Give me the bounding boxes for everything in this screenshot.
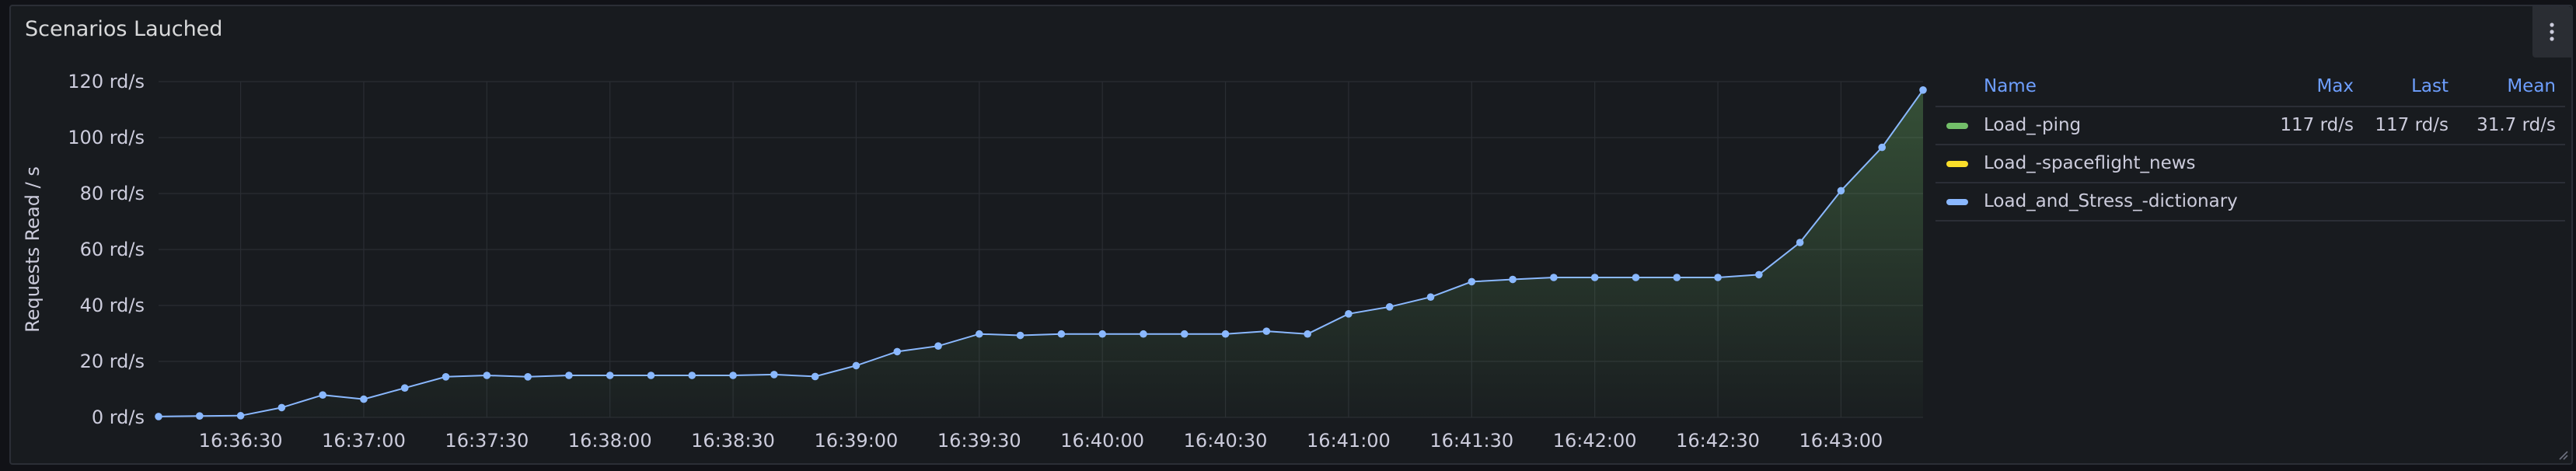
series-area-fill [159, 89, 1923, 418]
data-point [976, 330, 983, 338]
data-point [400, 384, 409, 392]
data-point [893, 347, 902, 356]
data-point [1796, 239, 1804, 246]
x-tick-label: 16:37:00 [322, 430, 406, 452]
chart-panel: Scenarios Lauched 0 rd/s 20 rd/s 40 rd/s 60… [9, 5, 2573, 465]
data-point [1755, 270, 1763, 279]
x-tick-label: 16:40:00 [1060, 430, 1144, 452]
y-tick-label: 100 rd/s [68, 127, 145, 148]
data-point [1837, 187, 1845, 195]
legend-series-name[interactable]: Load_and_Stress_-dictionary [1984, 191, 2238, 211]
legend-header-last[interactable]: Last [2411, 76, 2449, 96]
data-point [565, 372, 573, 379]
data-point [277, 403, 286, 412]
data-point [1632, 274, 1640, 281]
legend-row-load-ping[interactable]: Load_-ping 117 rd/s 117 rd/s 31.7 rd/s [1935, 107, 2565, 145]
legend-series-name[interactable]: Load_-spaceflight_news [1984, 153, 2196, 173]
legend-swatch [1946, 199, 1968, 205]
data-point [319, 391, 326, 399]
data-point [1140, 330, 1147, 338]
y-tick-label: 60 rd/s [80, 239, 145, 260]
data-point [606, 372, 614, 379]
x-tick-label: 16:41:00 [1307, 430, 1391, 452]
y-tick-label: 20 rd/s [80, 351, 145, 372]
data-point [1426, 293, 1435, 302]
legend-mean-value: 31.7 rd/s [2477, 115, 2556, 135]
data-point [852, 361, 860, 370]
data-point [934, 342, 942, 351]
data-point [770, 371, 778, 379]
data-point [1098, 330, 1106, 338]
data-point [442, 373, 450, 381]
data-point [1221, 330, 1230, 338]
y-tick-label: 0 rd/s [92, 406, 145, 428]
data-point [195, 412, 204, 420]
data-point [1468, 277, 1476, 286]
data-point [1385, 303, 1394, 311]
data-point [1714, 274, 1722, 281]
y-tick-label: 80 rd/s [80, 183, 145, 204]
legend-max-value: 117 rd/s [2280, 115, 2354, 135]
x-tick-label: 16:39:00 [815, 430, 899, 452]
resize-handle-icon[interactable] [2557, 449, 2568, 460]
panel-title: Scenarios Lauched [25, 17, 223, 41]
data-point [647, 372, 655, 379]
legend-header-name[interactable]: Name [1984, 76, 2037, 96]
data-point [1016, 331, 1024, 340]
x-tick-label: 16:38:30 [691, 430, 775, 452]
legend-row-load-spaceflight-news[interactable]: Load_-spaceflight_news [1935, 145, 2565, 183]
y-tick-label: 40 rd/s [80, 295, 145, 316]
legend-swatch [1946, 161, 1968, 167]
x-tick-label: 16:39:30 [937, 430, 1021, 452]
x-tick-label: 16:43:00 [1799, 430, 1883, 452]
data-point [1919, 86, 1927, 94]
kebab-menu-icon [2550, 23, 2554, 41]
x-tick-label: 16:36:30 [199, 430, 283, 452]
data-point [1550, 274, 1558, 281]
legend-swatch [1946, 123, 1968, 129]
legend-header: Name Max Last Mean [1935, 72, 2565, 107]
data-point [1304, 330, 1311, 338]
data-point [1057, 330, 1066, 338]
data-point [524, 373, 532, 381]
data-point [360, 395, 368, 403]
data-point [155, 413, 162, 420]
data-point [1673, 274, 1681, 281]
legend-header-max[interactable]: Max [2316, 76, 2354, 96]
x-tick-label: 16:42:30 [1676, 430, 1760, 452]
data-point [1262, 327, 1271, 335]
legend-header-mean[interactable]: Mean [2507, 76, 2556, 96]
data-point [811, 372, 819, 381]
y-axis-label: Requests Read / s [22, 166, 44, 333]
data-point [1509, 275, 1517, 284]
data-point [236, 412, 245, 420]
x-tick-label: 16:41:30 [1429, 430, 1513, 452]
x-tick-label: 16:42:00 [1553, 430, 1637, 452]
x-tick-label: 16:38:00 [568, 430, 652, 452]
data-point [729, 372, 737, 379]
x-tick-label: 16:37:30 [445, 430, 529, 452]
data-point [688, 372, 696, 379]
line-chart: 0 rd/s 20 rd/s 40 rd/s 60 rd/s 80 rd/s 100 rd… [22, 71, 1927, 452]
data-point [483, 372, 491, 379]
legend-last-value: 117 rd/s [2375, 115, 2449, 135]
y-tick-label: 120 rd/s [68, 71, 145, 92]
data-point [1345, 310, 1353, 318]
series-line [158, 89, 1924, 417]
legend-series-name[interactable]: Load_-ping [1984, 115, 2082, 135]
legend-row-load-and-stress-dictionary[interactable]: Load_and_Stress_-dictionary [1935, 183, 2565, 222]
data-point [1878, 143, 1887, 152]
panel-menu-button[interactable] [2532, 6, 2571, 58]
legend-table: Name Max Last Mean Load_-ping 117 rd/s 1… [1935, 72, 2565, 222]
x-tick-label: 16:40:30 [1184, 430, 1268, 452]
data-point [1590, 274, 1599, 281]
data-point [1180, 330, 1189, 338]
